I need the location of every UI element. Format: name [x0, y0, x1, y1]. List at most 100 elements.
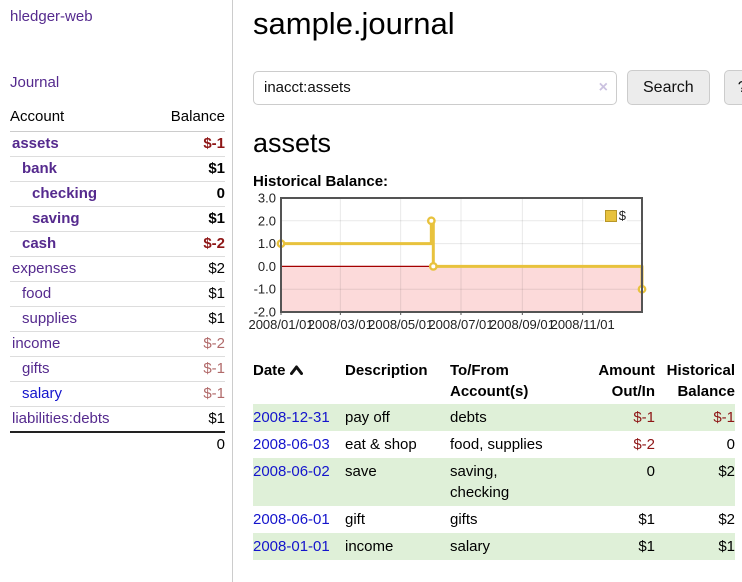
- transaction-description: pay off: [345, 404, 450, 431]
- account-row: gifts $-1: [10, 356, 225, 382]
- transaction-amount: $-2: [633, 436, 655, 453]
- account-row: bank $1: [10, 156, 225, 182]
- svg-text:2.0: 2.0: [258, 213, 276, 228]
- svg-text:1.0: 1.0: [258, 236, 276, 251]
- balance-chart: 3.0 2.0 1.0 0.0 -1.0 -2.0 2008/01/01 2008/03/01…: [248, 191, 647, 337]
- chart-title: Historical Balance:: [253, 173, 389, 190]
- account-row: expenses $2: [10, 256, 225, 282]
- svg-text:2008/05/01: 2008/05/01: [368, 317, 433, 332]
- clear-search-icon[interactable]: ×: [598, 78, 608, 96]
- account-balance: $2: [149, 256, 225, 282]
- transaction-accounts: debts: [450, 404, 570, 431]
- svg-text:2008/07/01: 2008/07/01: [428, 317, 493, 332]
- transaction-date-link[interactable]: 2008-01-01: [253, 538, 330, 555]
- register-header-date[interactable]: Date: [253, 358, 345, 404]
- account-balance: $-1: [149, 381, 225, 407]
- account-link-expenses[interactable]: expenses: [12, 260, 77, 277]
- account-balance: $-1: [149, 131, 225, 157]
- account-link-salary[interactable]: salary: [22, 385, 63, 402]
- account-row: food $1: [10, 281, 225, 307]
- account-link-saving[interactable]: saving: [32, 210, 80, 227]
- account-heading: assets: [253, 128, 332, 158]
- account-link-income[interactable]: income: [12, 335, 61, 352]
- transaction-balance: $1: [655, 533, 735, 560]
- account-row: saving $1: [10, 206, 225, 232]
- legend-swatch-icon: [604, 209, 617, 222]
- account-link-assets[interactable]: assets: [12, 135, 59, 152]
- transaction-amount: $1: [570, 533, 655, 560]
- app-title-link[interactable]: hledger-web: [10, 8, 93, 25]
- transaction-accounts: gifts: [450, 511, 478, 528]
- account-row: assets $-1: [10, 131, 225, 157]
- search-input[interactable]: [253, 70, 617, 105]
- balance-chart-plot: 3.0 2.0 1.0 0.0 -1.0 -2.02008/01/012008/03/01…: [248, 191, 647, 332]
- transaction-date-link[interactable]: 2008-12-31: [253, 409, 330, 426]
- register-header-row: Date Description To/From Account(s) Amou…: [253, 358, 735, 404]
- register-header-description: Description: [345, 362, 428, 379]
- account-balance: $1: [149, 206, 225, 232]
- account-balance: $-2: [149, 331, 225, 357]
- transaction-description: gift: [345, 511, 366, 528]
- account-link-cash[interactable]: cash: [22, 235, 57, 252]
- transaction-date-link[interactable]: 2008-06-01: [253, 511, 330, 528]
- account-balance: $-1: [149, 356, 225, 382]
- account-row: cash $-2: [10, 231, 225, 257]
- register-row: 2008-01-01 income salary $1 $1: [253, 533, 735, 560]
- account-balance: $1: [149, 306, 225, 332]
- accounts-total-value: 0: [149, 431, 225, 457]
- help-button[interactable]: ?: [723, 70, 742, 105]
- transaction-balance: $-1: [655, 404, 735, 431]
- account-link-bank[interactable]: bank: [22, 160, 58, 177]
- account-link-gifts[interactable]: gifts: [22, 360, 50, 377]
- transaction-accounts: food, supplies: [450, 436, 543, 453]
- register-header-balance: Historical Balance: [666, 362, 735, 400]
- search-bar: × Search ?: [253, 70, 742, 105]
- svg-text:2008/09/01: 2008/09/01: [490, 317, 555, 332]
- register-row: 2008-12-31 pay off debts $-1 $-1: [253, 404, 735, 431]
- account-balance: 0: [149, 181, 225, 207]
- transaction-balance: 0: [726, 436, 735, 453]
- accounts-header-balance: Balance: [149, 105, 225, 132]
- transaction-date-link[interactable]: 2008-06-02: [253, 463, 330, 480]
- transaction-amount: 0: [570, 458, 655, 506]
- transaction-description: income: [345, 533, 450, 560]
- main-content: sample.journal × Search ? assets Histori…: [233, 0, 742, 582]
- accounts-header-row: Account Balance: [10, 105, 225, 132]
- sidebar: hledger-web Journal Account Balance asse…: [0, 0, 233, 582]
- register-row: 2008-06-01 gift gifts $1 $2: [253, 506, 735, 533]
- transaction-balance: $2: [655, 458, 735, 506]
- account-balance: $1: [149, 281, 225, 307]
- legend-label: $: [618, 208, 626, 223]
- transaction-balance: $2: [718, 511, 735, 528]
- register-header-accounts: To/From Account(s): [450, 362, 529, 400]
- transaction-date-link[interactable]: 2008-06-03: [253, 436, 330, 453]
- transaction-accounts: saving, checking: [450, 458, 570, 506]
- chart-legend: $: [603, 208, 627, 223]
- svg-text:2008/01/01: 2008/01/01: [248, 317, 313, 332]
- sidebar-item-journal[interactable]: Journal: [10, 74, 60, 91]
- accounts-header-account: Account: [10, 105, 150, 132]
- account-link-liabilities-debts[interactable]: liabilities:debts: [12, 410, 110, 427]
- svg-text:-1.0: -1.0: [254, 282, 276, 297]
- search-button[interactable]: Search: [627, 70, 710, 105]
- transaction-accounts: salary: [450, 533, 570, 560]
- account-link-supplies[interactable]: supplies: [22, 310, 78, 327]
- account-link-checking[interactable]: checking: [32, 185, 98, 202]
- register-table: Date Description To/From Account(s) Amou…: [253, 358, 735, 560]
- register-row: 2008-06-03 eat & shop food, supplies $-2…: [253, 431, 735, 458]
- account-row: salary $-1: [10, 381, 225, 407]
- account-row: income $-2: [10, 331, 225, 357]
- account-balance: $1: [149, 156, 225, 182]
- account-row: checking 0: [10, 181, 225, 207]
- accounts-table: Account Balance assets $-1 bank $1 check…: [10, 105, 225, 457]
- account-balance: $-2: [149, 231, 225, 257]
- account-link-food[interactable]: food: [22, 285, 52, 302]
- svg-text:2008/03/01: 2008/03/01: [308, 317, 373, 332]
- svg-text:2008/11/01: 2008/11/01: [551, 317, 615, 332]
- accounts-total-row: 0: [10, 431, 225, 457]
- transaction-description: eat & shop: [345, 436, 417, 453]
- register-row: 2008-06-02 save saving, checking 0 $2: [253, 458, 735, 506]
- page-title: sample.journal: [253, 6, 455, 41]
- svg-text:3.0: 3.0: [258, 191, 276, 206]
